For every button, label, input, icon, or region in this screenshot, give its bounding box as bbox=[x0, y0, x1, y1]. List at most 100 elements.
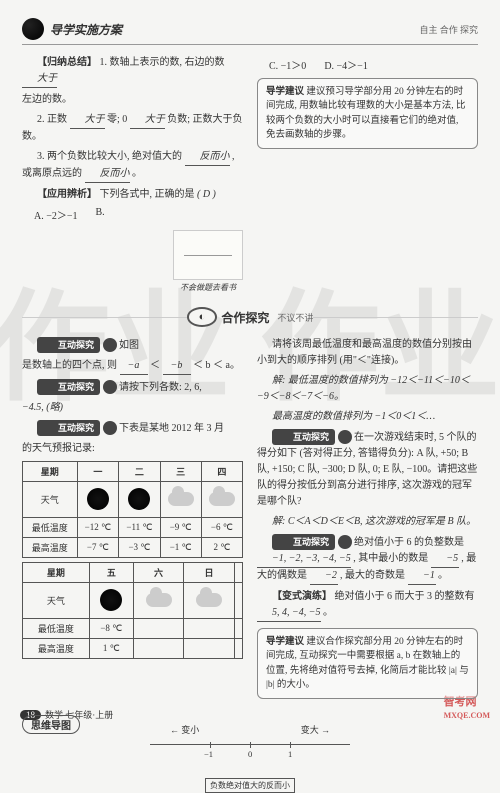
text: 请按下列各数: 2, 6, bbox=[119, 382, 202, 393]
blank: 大于 bbox=[70, 112, 105, 129]
cell: −8 ℃ bbox=[89, 619, 133, 639]
cell: −3 ℃ bbox=[119, 538, 160, 558]
blank: −1, −2, −3, −4, −5 bbox=[257, 551, 351, 568]
th: 六 bbox=[133, 563, 184, 583]
text: , 其中最小的数是 bbox=[353, 553, 428, 564]
mindmap-note: 负数绝对值大的反而小 bbox=[205, 778, 295, 793]
text: 1. 数轴上表示的数, 右边的数 bbox=[100, 57, 225, 68]
blank: −1 bbox=[408, 568, 436, 585]
weather-table-1: 星期 一 二 三 四 天气 最低温度 −12 ℃ −11 ℃ bbox=[22, 461, 243, 558]
option-d: D. −4＞−1 bbox=[324, 57, 368, 72]
top-right-column: C. −1＞0 D. −4＞−1 导学建议 建议预习导学部分用 20 分钟左右的… bbox=[257, 55, 478, 293]
explore-label: 互动探究 bbox=[37, 379, 100, 395]
guina-label: 【归纳总结】 bbox=[37, 57, 97, 68]
blank: 反而小 bbox=[185, 149, 230, 166]
sketch-note: 不会做题去看书 bbox=[173, 282, 243, 293]
blank: 大于 bbox=[22, 71, 57, 88]
text: 3. 两个负数比较大小, 绝对值大的 bbox=[37, 151, 182, 162]
option-c: C. −1＞0 bbox=[269, 57, 306, 72]
section-label: 合作探究 bbox=[221, 309, 269, 326]
bottom-right-column: 请将该周最低温度和最高温度的数值分别按由小到大的顺序排列 (用"＜"连接)。 解… bbox=[257, 337, 478, 705]
answer: ( D ) bbox=[197, 189, 216, 200]
row-label: 天气 bbox=[23, 482, 78, 518]
option-b: B. bbox=[96, 207, 105, 222]
explore-num: 1 bbox=[103, 338, 117, 352]
page-header: 导学实施方案 自主 合作 探究 bbox=[22, 18, 478, 45]
text: 如图 bbox=[119, 340, 139, 351]
cloud-icon bbox=[168, 492, 194, 506]
text: ＜ b ＜ a。 bbox=[193, 360, 240, 371]
cell: −6 ℃ bbox=[201, 518, 242, 538]
section-sublabel: 不议不讲 bbox=[277, 311, 313, 324]
section-oval: ◐ bbox=[187, 307, 218, 327]
row-label: 最高温度 bbox=[23, 538, 78, 558]
explore-label: 互动探究 bbox=[272, 534, 335, 550]
cloud-icon bbox=[209, 492, 235, 506]
mindmap: ← 变小 变大 → −1 0 1 负数绝对值大的反而小 bbox=[22, 744, 478, 793]
text: ＜ bbox=[150, 360, 160, 371]
sun-icon bbox=[87, 488, 109, 510]
text: 左边的数。 bbox=[22, 92, 243, 108]
cloud-icon bbox=[146, 593, 172, 607]
th: 日 bbox=[184, 563, 235, 583]
tick-label: 0 bbox=[248, 749, 252, 759]
advice-box-2: 导学建议 建议合作探究部分用 20 分钟左右的时间完成, 互动探究一中需要根据 … bbox=[257, 628, 478, 699]
text: 零; 0 bbox=[107, 114, 127, 125]
ans-label: 解: bbox=[272, 375, 285, 386]
row-label: 天气 bbox=[23, 583, 90, 619]
cell: −7 ℃ bbox=[77, 538, 119, 558]
arrow-left-label: ← 变小 bbox=[170, 723, 199, 736]
ans-text: 解: C＜A＜D＜E＜B, 这次游戏的冠军是 B 队。 bbox=[257, 514, 478, 530]
header-title: 导学实施方案 bbox=[50, 21, 122, 38]
th: 四 bbox=[201, 462, 242, 482]
th: 星期 bbox=[23, 462, 78, 482]
text: 绝对值小于 6 的负整数是 bbox=[354, 537, 464, 548]
tick-label: −1 bbox=[204, 749, 213, 759]
variant-label: 【变式演练】 bbox=[272, 591, 332, 602]
tick-label: 1 bbox=[288, 749, 292, 759]
blank: −b bbox=[163, 358, 191, 375]
text: 。 bbox=[438, 570, 448, 581]
cell: −11 ℃ bbox=[119, 518, 160, 538]
text: 下表是某地 2012 年 3 月 bbox=[119, 423, 224, 434]
sun-icon bbox=[100, 589, 122, 611]
advice-box-1: 导学建议 建议预习导学部分用 20 分钟左右的时间完成, 用数轴比较有理数的大小… bbox=[257, 78, 478, 149]
blank: −2 bbox=[310, 568, 338, 585]
ans-text: 最低温度的数值排列为 −12＜−11＜−10＜−9＜−8＜−7＜−6。 bbox=[257, 375, 470, 402]
ans-text: 最高温度的数值排列为 −1＜0＜1＜… bbox=[257, 409, 478, 425]
question: 请将该周最低温度和最高温度的数值分别按由小到大的顺序排列 (用"＜"连接)。 bbox=[257, 337, 478, 369]
advice-title: 导学建议 bbox=[266, 87, 304, 97]
header-icon bbox=[22, 18, 44, 40]
option-a: A. −2＞−1 bbox=[34, 207, 78, 222]
cloud-icon bbox=[196, 593, 222, 607]
text: 下列各式中, 正确的是 bbox=[100, 189, 195, 200]
row-label: 最高温度 bbox=[23, 639, 90, 659]
text: 是数轴上的四个点, 则 bbox=[22, 360, 117, 371]
th: 二 bbox=[119, 462, 160, 482]
text: 。 bbox=[323, 607, 333, 618]
th: 三 bbox=[160, 462, 201, 482]
blank: −5 bbox=[431, 551, 459, 568]
blank: 反而小 bbox=[85, 166, 130, 183]
bottom-left-column: 互动探究 1 如图 是数轴上的四个点, 则 −a ＜ −b ＜ b ＜ a。 互… bbox=[22, 337, 243, 705]
row-label: 最低温度 bbox=[23, 518, 78, 538]
explore-label: 互动探究 bbox=[37, 337, 100, 353]
th: 一 bbox=[77, 462, 119, 482]
sun-icon bbox=[128, 488, 150, 510]
explore-num: 4 bbox=[338, 430, 352, 444]
arrow-right-label: 变大 → bbox=[301, 723, 330, 736]
header-subtitle: 自主 合作 探究 bbox=[419, 23, 478, 36]
row-label: 最低温度 bbox=[23, 619, 90, 639]
apply-label: 【应用辨析】 bbox=[37, 189, 97, 200]
text: , 最大的奇数是 bbox=[340, 570, 405, 581]
th bbox=[234, 563, 242, 583]
explore-label: 互动探究 bbox=[37, 420, 100, 436]
explore-num: 5 bbox=[338, 535, 352, 549]
cell: −1 ℃ bbox=[160, 538, 201, 558]
text: 绝对值小于 6 而大于 3 的整数有 bbox=[335, 591, 475, 602]
th: 星期 bbox=[23, 563, 90, 583]
text: 2. 正数 bbox=[37, 114, 67, 125]
weather-table-2: 星期 五 六 日 天气 最低温度 −8 ℃ bbox=[22, 562, 243, 659]
text: 的天气预报记录: bbox=[22, 441, 243, 457]
explore-num: 3 bbox=[103, 421, 117, 435]
